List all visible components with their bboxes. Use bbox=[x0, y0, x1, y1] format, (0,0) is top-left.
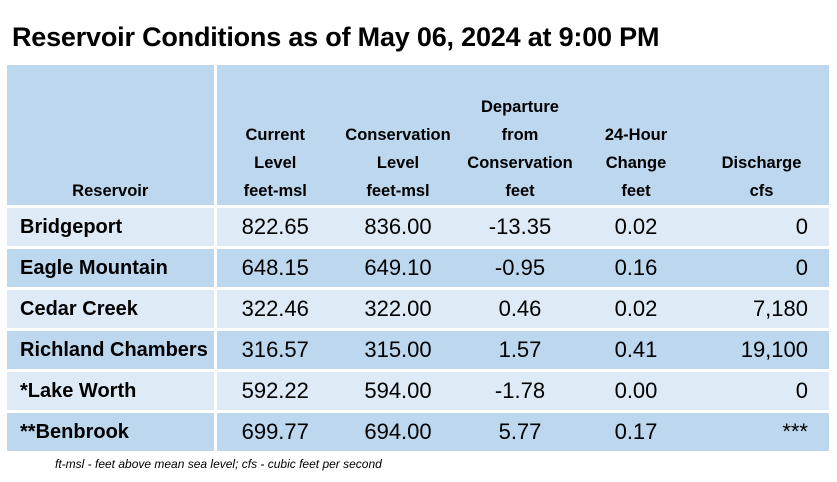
reservoir-name: Bridgeport bbox=[7, 206, 217, 248]
table-row: Richland Chambers 316.57 315.00 1.57 0.4… bbox=[7, 329, 829, 371]
discharge: 0 bbox=[694, 370, 829, 412]
header-line: Conservation bbox=[345, 126, 451, 144]
page-title: Reservoir Conditions as of May 06, 2024 … bbox=[12, 22, 660, 52]
column-header-departure: Departure from Conservation feet bbox=[462, 65, 578, 207]
current-level: 822.65 bbox=[215, 206, 334, 248]
departure: 5.77 bbox=[462, 411, 578, 451]
reservoir-name: **Benbrook bbox=[7, 411, 217, 451]
24-hour-change: 0.02 bbox=[578, 288, 694, 330]
reservoir-name: Cedar Creek bbox=[7, 288, 217, 330]
header-line: feet bbox=[621, 182, 651, 200]
24-hour-change: 0.00 bbox=[578, 370, 694, 412]
discharge: 7,180 bbox=[694, 288, 829, 330]
column-header-reservoir: Reservoir bbox=[7, 65, 217, 207]
table-row: Cedar Creek 322.46 322.00 0.46 0.02 7,18… bbox=[7, 288, 829, 330]
current-level: 648.15 bbox=[215, 247, 334, 289]
24-hour-change: 0.02 bbox=[578, 206, 694, 248]
discharge: 0 bbox=[694, 247, 829, 289]
conservation-level: 594.00 bbox=[334, 370, 462, 412]
reservoir-name: Richland Chambers bbox=[7, 329, 217, 371]
discharge: 19,100 bbox=[694, 329, 829, 371]
reservoir-name: Eagle Mountain bbox=[7, 247, 217, 289]
header-line: Conservation bbox=[467, 154, 573, 172]
footnote: ft-msl - feet above mean sea level; cfs … bbox=[55, 457, 382, 471]
header-line: cfs bbox=[749, 182, 774, 200]
conservation-level: 322.00 bbox=[334, 288, 462, 330]
header-line: Current bbox=[245, 126, 306, 144]
reservoir-name: *Lake Worth bbox=[7, 370, 217, 412]
24-hour-change: 0.17 bbox=[578, 411, 694, 451]
table-row: **Benbrook 699.77 694.00 5.77 0.17 *** bbox=[7, 411, 829, 451]
current-level: 316.57 bbox=[215, 329, 334, 371]
24-hour-change: 0.41 bbox=[578, 329, 694, 371]
conservation-level: 694.00 bbox=[334, 411, 462, 451]
column-header-current-level: Current Level feet-msl bbox=[215, 65, 334, 207]
header-line: feet-msl bbox=[366, 182, 430, 200]
header-line: Change bbox=[605, 154, 667, 172]
conservation-level: 649.10 bbox=[334, 247, 462, 289]
header-line: Discharge bbox=[721, 154, 802, 172]
table-row: Bridgeport 822.65 836.00 -13.35 0.02 0 bbox=[7, 206, 829, 248]
header-line: from bbox=[501, 126, 539, 144]
header-line: Level bbox=[254, 154, 297, 172]
header-line: feet-msl bbox=[243, 182, 307, 200]
column-header-conservation-level: Conservation Level feet-msl bbox=[334, 65, 462, 207]
conservation-level: 836.00 bbox=[334, 206, 462, 248]
header-line: Reservoir bbox=[72, 182, 149, 200]
departure: -0.95 bbox=[462, 247, 578, 289]
column-header-24-hour-change: 24-Hour Change feet bbox=[578, 65, 694, 207]
table-header-row: Reservoir Current Level feet-msl Conserv… bbox=[7, 65, 829, 207]
departure: -13.35 bbox=[462, 206, 578, 248]
header-line: 24-Hour bbox=[604, 126, 668, 144]
header-line: feet bbox=[505, 182, 535, 200]
current-level: 592.22 bbox=[215, 370, 334, 412]
table-row: Eagle Mountain 648.15 649.10 -0.95 0.16 … bbox=[7, 247, 829, 289]
header-line: Level bbox=[376, 154, 420, 172]
24-hour-change: 0.16 bbox=[578, 247, 694, 289]
column-header-discharge: Discharge cfs bbox=[694, 65, 829, 207]
current-level: 322.46 bbox=[215, 288, 334, 330]
departure: 1.57 bbox=[462, 329, 578, 371]
table-row: *Lake Worth 592.22 594.00 -1.78 0.00 0 bbox=[7, 370, 829, 412]
departure: -1.78 bbox=[462, 370, 578, 412]
conservation-level: 315.00 bbox=[334, 329, 462, 371]
reservoir-table: Reservoir Current Level feet-msl Conserv… bbox=[7, 65, 829, 451]
current-level: 699.77 bbox=[215, 411, 334, 451]
header-line: Departure bbox=[481, 98, 559, 116]
departure: 0.46 bbox=[462, 288, 578, 330]
discharge: *** bbox=[694, 411, 829, 451]
discharge: 0 bbox=[694, 206, 829, 248]
